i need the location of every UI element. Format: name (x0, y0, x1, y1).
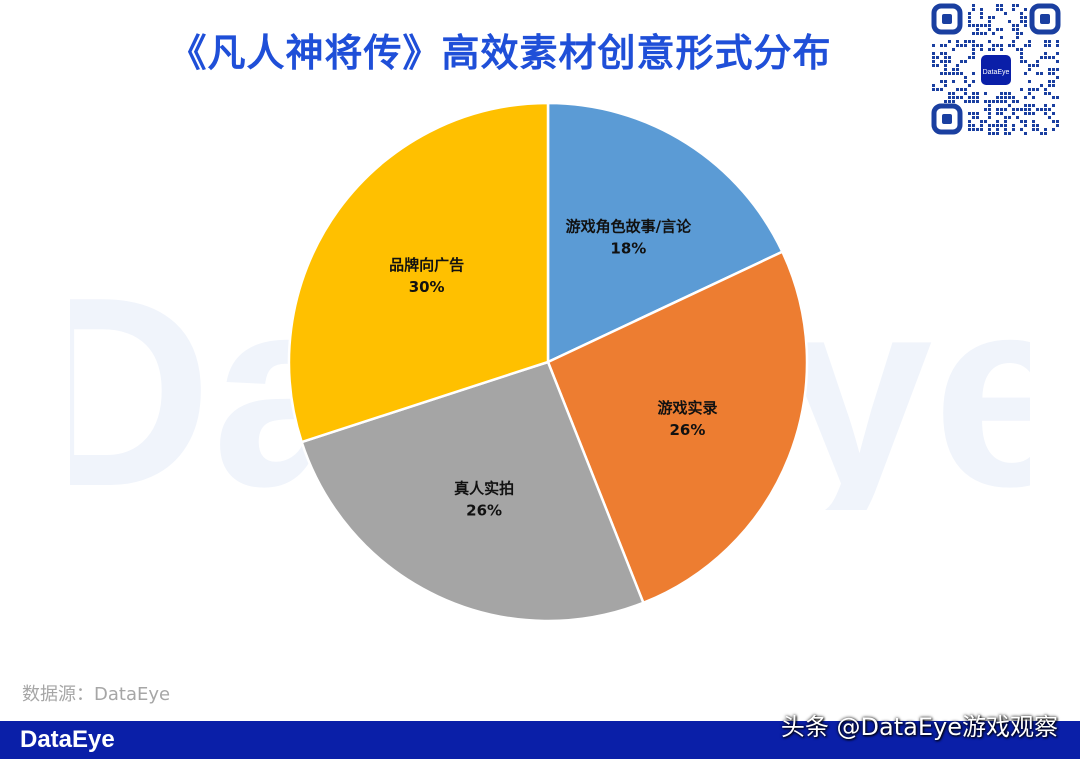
footer-credit: 头条 @DataEye游戏观察 (780, 713, 1058, 741)
footer-bar: DataEye 头条 @DataEye游戏观察 (0, 713, 1080, 759)
footer-logo: DataEye (20, 726, 115, 753)
slice-label-1: 游戏实录 (657, 399, 717, 417)
chart-title: 《凡人神将传》高效素材创意形式分布 (168, 31, 832, 75)
slice-value-1: 26% (670, 421, 706, 439)
slice-label-3: 品牌向广告 (389, 256, 464, 274)
pie-slice-0 (546, 101, 785, 364)
source-note: 数据源：DataEye (22, 684, 171, 705)
slice-value-0: 18% (610, 239, 646, 257)
pie-slice-3 (287, 101, 550, 444)
qr-code: DataEye (930, 2, 1062, 136)
slice-value-3: 30% (409, 278, 445, 296)
pie-slice-2 (300, 360, 645, 623)
slice-label-2: 真人实拍 (454, 480, 514, 498)
qr-center-logo: DataEye (983, 69, 1010, 76)
pie-chart: 游戏角色故事/言论 18% 游戏实录 26% 真人实拍 26% 品牌向广告 30% (287, 101, 809, 623)
slice-value-2: 26% (466, 502, 502, 520)
slice-label-0: 游戏角色故事/言论 (566, 217, 692, 235)
pie-slice-1 (546, 250, 809, 605)
